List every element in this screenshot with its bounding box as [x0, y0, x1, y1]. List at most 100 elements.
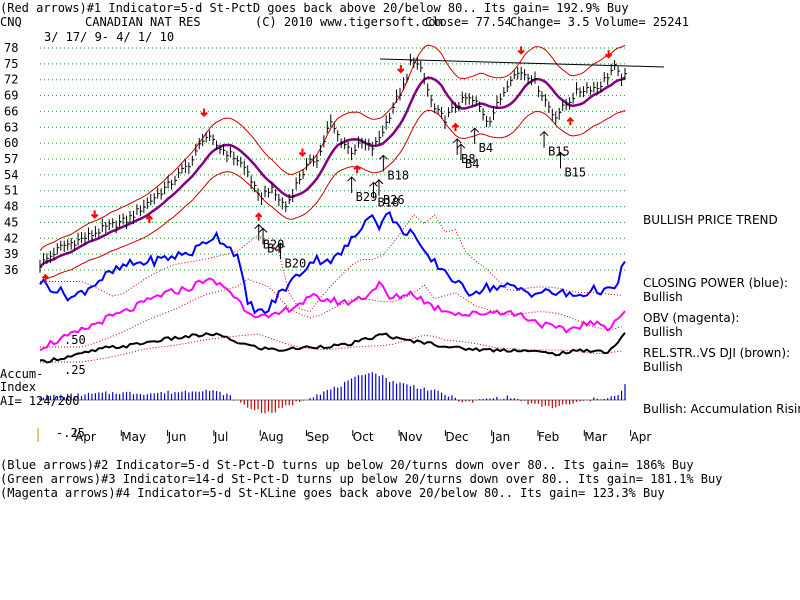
price-bars	[39, 53, 627, 273]
obv-line-average	[40, 278, 622, 348]
signal-arrow	[200, 108, 208, 118]
x-tick-label: Jun	[167, 430, 187, 444]
lower-band	[39, 109, 626, 284]
buy-signal-label: B15	[548, 145, 570, 159]
closing-power-line	[39, 210, 626, 315]
signal-arrow	[397, 65, 405, 74]
copyright: (C) 2010 www.tigersoft.com	[255, 15, 443, 29]
obv-line	[39, 277, 626, 352]
x-axis: Apr May Jun Jul Aug Sep Oct Nov Dec Jan Feb Mar Apr	[37, 428, 652, 444]
moving-average-line	[39, 76, 626, 268]
indicator-lines	[39, 210, 626, 364]
trend-label: BULLISH PRICE TREND	[643, 213, 778, 227]
upper-band	[39, 44, 626, 251]
closing-power-value: Bullish	[643, 290, 683, 304]
rel-strength-line	[39, 332, 626, 364]
x-tick-label: Jul	[213, 430, 228, 444]
signal-arrow	[517, 46, 525, 55]
x-tick-label: Dec	[445, 430, 468, 444]
y-tick-label: 45	[4, 215, 18, 229]
x-tick-label: May	[121, 430, 146, 444]
buy-signal-label: B18	[387, 168, 409, 182]
buy-signal-label: B20	[285, 256, 307, 270]
ticker-symbol: CNQ	[0, 15, 22, 29]
buy-arrow	[276, 242, 285, 260]
buy-arrow	[347, 176, 356, 194]
signal-arrow	[90, 210, 99, 219]
signal-arrow	[145, 214, 154, 224]
buy-arrow	[378, 154, 388, 172]
rel-strength-value: Bullish	[643, 360, 683, 374]
closing-power-label: CLOSING POWER (blue):	[643, 276, 788, 290]
signal-arrow	[566, 116, 575, 126]
y-tick-label: 48	[4, 200, 18, 214]
x-tick-label: Mar	[584, 430, 607, 444]
ai-value: AI= 124/200	[0, 394, 80, 408]
green-arrows-legend: (Green arrows)#3 Indicator=14-d St-Pct-D…	[0, 472, 723, 486]
accumulation-bars	[39, 372, 626, 414]
signal-arrow	[254, 212, 263, 221]
date-range: 3/ 17/ 9- 4/ 1/ 10	[44, 30, 175, 44]
ai-scale-top: .50	[64, 333, 86, 347]
buy-signal-label: B26	[383, 193, 405, 207]
x-tick-label: Apr	[631, 430, 652, 444]
x-tick-label: Jan	[491, 430, 511, 444]
red-arrows-legend: (Red arrows)#1 Indicator=5-d St-PctD goe…	[0, 1, 629, 15]
x-tick-label: Sep	[307, 430, 330, 444]
buy-signal-label: B8	[461, 152, 475, 166]
ai-scale-mid: .25	[64, 363, 86, 377]
buy-arrow	[452, 138, 462, 155]
signal-arrow	[451, 122, 460, 132]
obv-label: OBV (magenta):	[643, 311, 740, 325]
buy-arrow	[539, 130, 549, 148]
volume: Volume= 25241	[595, 15, 689, 29]
rel-strength-label: REL.STR..VS DJI (brown):	[643, 346, 791, 360]
x-tick-label: Oct	[353, 430, 374, 444]
accumulation-value: Bullish: Accumulation Rising	[643, 402, 800, 416]
y-tick-label: 69	[4, 89, 18, 103]
x-tick-label: Nov	[399, 430, 422, 444]
price-change: Change= 3.5	[510, 15, 590, 29]
accum-label-2: Index	[0, 380, 37, 394]
company-name: CANADIAN NAT RES	[85, 15, 201, 29]
signal-arrow	[353, 164, 361, 174]
y-tick-label: 78	[4, 41, 18, 55]
y-tick-label: 39	[4, 247, 18, 261]
buy-arrow	[374, 179, 384, 196]
x-tick-label: Feb	[538, 430, 559, 444]
y-tick-label: 36	[4, 263, 18, 277]
y-tick-label: 60	[4, 136, 18, 150]
buy-arrow	[369, 181, 378, 199]
buy-signal-label: B4	[267, 241, 281, 255]
buy-arrow	[556, 151, 565, 169]
current-price-pointer	[379, 58, 665, 68]
y-tick-label: 57	[4, 152, 18, 166]
buy-signal-label: B15	[564, 165, 586, 179]
x-tick-label: Aug	[260, 430, 283, 444]
y-tick-label: 42	[4, 231, 18, 245]
y-tick-label: 72	[4, 73, 18, 87]
signal-arrow	[604, 50, 613, 59]
rel-strength-line-average	[40, 333, 622, 363]
blue-arrows-legend: (Blue arrows)#2 Indicator=5-d St-Pct-D t…	[0, 458, 694, 472]
buy-signal-label: B20	[263, 238, 285, 252]
y-tick-label: 75	[4, 57, 18, 71]
y-tick-label: 54	[4, 168, 18, 182]
buy-arrow	[258, 227, 268, 245]
buy-arrow	[254, 223, 264, 241]
obv-value: Bullish	[643, 325, 683, 339]
y-tick-label: 51	[4, 184, 18, 198]
accum-label-1: Accum-	[0, 367, 44, 381]
magenta-arrows-legend: (Magenta arrows)#4 Indicator=5-d St-KLin…	[0, 486, 665, 500]
moving-average	[39, 76, 626, 268]
buy-arrow	[470, 127, 480, 145]
y-tick-label: 63	[4, 120, 18, 134]
ai-scale-bottom: -.25	[56, 426, 85, 440]
buy-arrow	[456, 143, 466, 161]
buy-signal-label: B4	[479, 141, 493, 155]
close-price: Close= 77.54	[425, 15, 512, 29]
resistance-line	[379, 58, 665, 68]
price-grid	[40, 47, 626, 271]
